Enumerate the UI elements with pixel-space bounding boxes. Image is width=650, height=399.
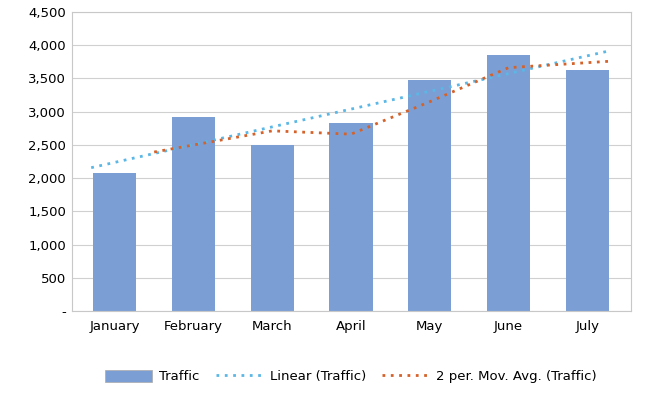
Bar xyxy=(251,145,294,311)
Bar xyxy=(330,123,372,311)
Bar xyxy=(408,80,451,311)
Bar xyxy=(487,55,530,311)
Legend: Traffic, Linear (Traffic), 2 per. Mov. Avg. (Traffic): Traffic, Linear (Traffic), 2 per. Mov. A… xyxy=(100,364,602,388)
Bar xyxy=(566,70,609,311)
Bar xyxy=(93,173,136,311)
Bar xyxy=(172,117,215,311)
